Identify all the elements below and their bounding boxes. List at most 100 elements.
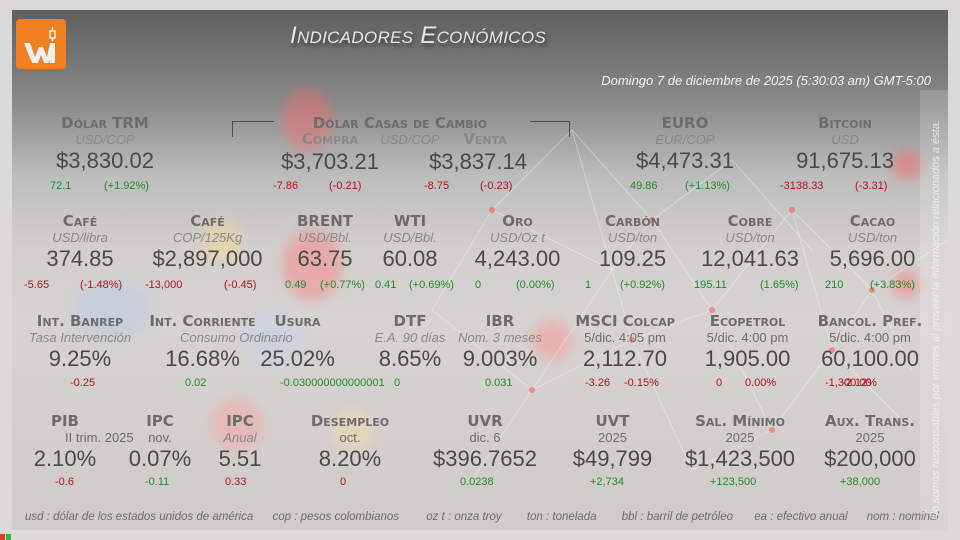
indicator-uvr: UVR dic. 6 $396.7652: [433, 412, 537, 471]
bokeh-light: [282, 230, 342, 300]
indicator-percent: 0.00%: [745, 377, 777, 389]
indicator-change: 0.02: [185, 377, 207, 389]
indicator-cacao: Cacao USD/ton 5,696.00: [829, 212, 916, 271]
indicator-brent: BRENT USD/Bbl. 63.75: [296, 212, 353, 271]
page-title: Indicadores Económicos: [290, 22, 547, 49]
indicator-change: 210: [825, 279, 844, 291]
indicator-cafe-usd: Café USD/libra 374.85: [46, 212, 114, 271]
indicator-usura: Usura 25.02%: [260, 312, 335, 371]
indicator-ibr: IBR Nom. 3 meses 9.003%: [458, 312, 542, 371]
status-marker-green: [6, 534, 11, 540]
indicator-bitcoin: Bitcoin USD 91,675.13: [770, 114, 920, 175]
glossary-item: oz t : onza troy: [426, 511, 502, 523]
casas-cambio-unit: USD/COP: [380, 132, 440, 147]
bracket-left-decoration: [232, 121, 274, 137]
indicator-percent: (0.00%): [516, 279, 555, 291]
indicator-percent: (+0.77%): [320, 279, 365, 291]
compra-change: -7.86: [273, 180, 299, 192]
indicator-change: -13,000: [145, 279, 183, 291]
glossary-item: cop : pesos colombianos: [272, 511, 400, 523]
indicator-change: 0: [340, 476, 347, 488]
indicator-value: $4,473.31: [636, 148, 734, 173]
indicator-change: 0: [475, 279, 482, 291]
indicator-change: +2,734: [590, 476, 624, 488]
indicator-value: 91,675.13: [796, 148, 894, 173]
indicator-change: -5.65: [24, 279, 50, 291]
bokeh-light: [212, 400, 262, 450]
indicator-percent: -0.15%: [624, 377, 659, 389]
indicator-change: 0.33: [225, 476, 247, 488]
indicator-change: 1: [585, 279, 592, 291]
indicator-aux-transporte: Aux. Trans. 2025 $200,000: [824, 412, 916, 471]
indicator-salario-minimo: Sal. Mínimo 2025 $1,423,500: [684, 412, 796, 471]
glossary-item: nom : nominal: [866, 511, 939, 523]
indicator-percent: (-3.31): [855, 180, 888, 192]
indicator-int-corriente: Int. Corriente Consumo Ordinario 16.68%: [149, 312, 293, 371]
indicator-percent: (+0.92%): [620, 279, 665, 291]
indicator-name: Dólar Casas de Cambio: [312, 114, 488, 132]
brand-logo[interactable]: [16, 19, 66, 69]
indicator-name: Dólar TRM: [61, 114, 149, 132]
indicator-ecopetrol: Ecopetrol 5/dic. 4:00 pm 1,905.00: [704, 312, 791, 371]
indicator-change: 72.1: [50, 180, 72, 192]
indicator-cobre: Cobre USD/ton 12,041.63: [701, 212, 799, 271]
indicator-uvt: UVT 2025 $49,799: [572, 412, 653, 471]
indicator-desempleo: Desempleo oct. 8.20%: [310, 412, 390, 471]
indicator-percent: (+3.83%): [870, 279, 915, 291]
indicator-change: 0.031: [485, 377, 513, 389]
bokeh-light: [332, 410, 372, 450]
bokeh-light: [892, 270, 920, 298]
indicator-change: -0.030000000000001: [280, 377, 385, 389]
indicator-change: -3138.33: [780, 180, 824, 192]
indicator-ipc-mensual: IPC nov. 0.07%: [128, 412, 192, 471]
indicator-ipc-anual: IPC Anual 5.51: [218, 412, 262, 471]
indicator-wti: WTI USD/Bbl. 60.08: [382, 212, 438, 271]
indicator-name: EURO: [661, 114, 709, 132]
casas-cambio-compra-label: Compra: [301, 130, 359, 148]
indicator-percent: (1.65%): [760, 279, 799, 291]
indicator-unit: USD/COP: [75, 132, 135, 147]
glossary-item: bbl : barril de petróleo: [621, 511, 733, 523]
indicator-percent: (-1.48%): [80, 279, 123, 291]
datetime-label: Domingo 7 de diciembre de 2025 (5:30:03 …: [601, 73, 931, 88]
casas-cambio-venta-label: Venta: [463, 130, 507, 148]
indicator-change: +123,500: [710, 476, 757, 488]
indicator-percent: (-0.45): [224, 279, 257, 291]
compra-percent: (-0.21): [329, 180, 362, 192]
bokeh-light: [282, 90, 332, 150]
casas-cambio-venta-value: $3,837.14: [429, 149, 527, 174]
indicator-change: 0: [394, 377, 401, 389]
bokeh-light: [892, 150, 922, 180]
indicator-change: +38,000: [840, 476, 881, 488]
indicator-percent: (+0.69%): [409, 279, 454, 291]
bokeh-light: [202, 220, 242, 260]
indicator-casas-cambio: Dólar Casas de Cambio: [280, 114, 520, 132]
indicator-cafe-cop: Café COP/125Kg $2,897,000: [152, 212, 263, 271]
indicator-change: 195.11: [694, 279, 727, 291]
indicator-msci-colcap: MSCI Colcap 5/dic. 4:05 pm 2,112.70: [575, 312, 675, 371]
venta-percent: (-0.23): [480, 180, 513, 192]
glossary-item: ea : efectivo anual: [754, 511, 848, 523]
indicator-percent: -2.12%: [842, 377, 877, 389]
indicator-bancol-pref: Bancol. Pref. 5/dic. 4:00 pm 60,100.00: [817, 312, 923, 371]
venta-change: -8.75: [424, 180, 450, 192]
disclaimer-strip: [920, 90, 948, 530]
indicator-int-banrep: Int. Banrep Tasa Intervención 9.25%: [28, 312, 132, 371]
bokeh-light: [72, 280, 152, 340]
glossary-item: usd : dólar de los estados unidos de amé…: [25, 511, 254, 523]
indicator-change: 49.86: [630, 180, 658, 192]
indicator-change: -3.26: [585, 377, 611, 389]
indicator-pib: PIB II trim. 2025 2.10%: [33, 412, 134, 471]
indicator-value: $3,830.02: [56, 148, 154, 173]
bracket-right-decoration: [530, 121, 570, 137]
indicator-change: 0: [716, 377, 723, 389]
indicator-dolar-trm: Dólar TRM USD/COP $3,830.02: [40, 114, 170, 175]
indicator-name: Bitcoin: [818, 114, 872, 132]
indicator-change: 0.0238: [460, 476, 494, 488]
indicators-panel: [12, 10, 948, 530]
indicator-oro: Oro USD/Oz t 4,243.00: [474, 212, 561, 271]
indicator-percent: (+1.92%): [104, 180, 149, 192]
glossary-footer: usd : dólar de los estados unidos de amé…: [12, 511, 955, 523]
indicator-change: -0.25: [70, 377, 96, 389]
indicator-euro: EURO EUR/COP $4,473.31: [620, 114, 750, 175]
